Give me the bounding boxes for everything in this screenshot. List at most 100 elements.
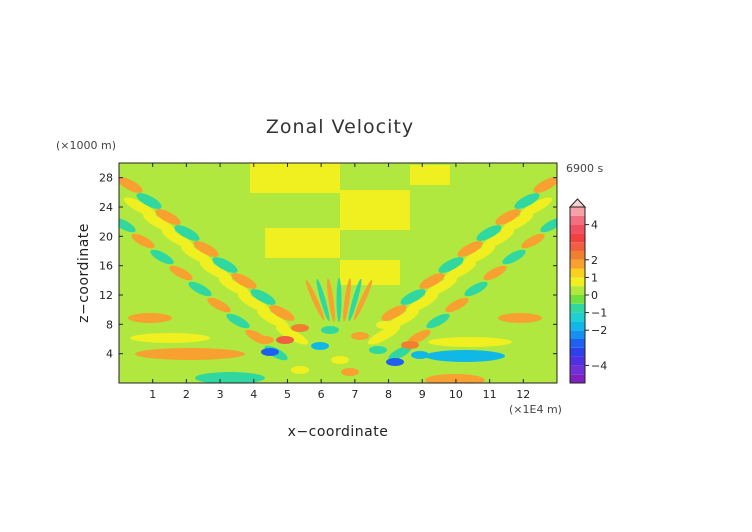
- field-cell: [401, 341, 419, 349]
- field-cell: [218, 277, 252, 297]
- colorbar-swatch: [570, 356, 585, 366]
- field-cell: [348, 278, 362, 322]
- field-cell: [533, 177, 557, 193]
- y-scale-label: (×1000 m): [56, 139, 116, 152]
- field-cell: [443, 261, 477, 281]
- field-cell: [457, 241, 483, 257]
- field-cell: [425, 374, 485, 383]
- field-cell: [462, 245, 496, 265]
- field-cell: [188, 281, 212, 297]
- field-cell: [388, 345, 412, 361]
- colorbar-swatch: [570, 339, 585, 348]
- field-cell: [411, 351, 429, 359]
- field-band: [250, 163, 340, 193]
- field-cell: [169, 265, 193, 281]
- field-cell: [519, 197, 553, 217]
- field-cell: [353, 279, 373, 321]
- field-cell: [275, 325, 309, 345]
- x-tick-label: 9: [419, 388, 426, 401]
- field-cell: [419, 273, 445, 289]
- colorbar-swatch: [570, 207, 585, 216]
- field-cell: [305, 279, 325, 321]
- time-label: 6900 s: [566, 162, 603, 175]
- colorbar-swatch: [570, 365, 585, 375]
- field-cell: [256, 336, 274, 344]
- x-scale-label: (×1E4 m): [509, 403, 562, 416]
- x-tick-label: 8: [385, 388, 392, 401]
- field-cell: [142, 213, 176, 233]
- chart-title: Zonal Velocity: [266, 116, 414, 138]
- field-cell: [331, 356, 349, 364]
- field-cell: [123, 197, 157, 217]
- x-tick-label: 4: [250, 388, 257, 401]
- field-cell: [425, 350, 505, 362]
- field-cell: [405, 293, 439, 313]
- field-cell: [424, 277, 458, 297]
- colorbar-swatch: [570, 312, 585, 322]
- colorbar-swatch: [570, 224, 585, 234]
- x-axis-label: x−coordinate: [288, 424, 389, 440]
- colorbar-swatch: [570, 215, 585, 225]
- field-cell: [237, 293, 271, 313]
- field-cell: [311, 342, 329, 350]
- field-cell: [250, 289, 276, 305]
- x-tick-label: 6: [318, 388, 325, 401]
- field-cell: [135, 348, 245, 360]
- plot-frame: [118, 162, 558, 384]
- field-cell: [481, 229, 515, 249]
- y-tick-label: 24: [99, 201, 113, 214]
- x-tick-label: 10: [449, 388, 463, 401]
- colorbar-swatch: [570, 286, 585, 295]
- colorbar-swatch: [570, 251, 585, 260]
- field-cell: [341, 368, 359, 376]
- y-tick-label: 16: [99, 260, 113, 273]
- field-cell: [438, 257, 464, 273]
- field-cell: [161, 229, 195, 249]
- field-cell: [276, 336, 294, 344]
- field-cell: [327, 278, 335, 322]
- field-cell: [476, 225, 502, 241]
- field-cell: [500, 213, 534, 233]
- field-cell: [514, 193, 540, 209]
- field-cell: [155, 209, 181, 225]
- field-cell: [540, 217, 557, 233]
- field-cell: [269, 305, 295, 321]
- colorbar-swatch: [570, 268, 585, 278]
- field-cell: [316, 278, 330, 322]
- field-cell: [376, 321, 394, 329]
- y-axis-label: z−coordinate: [76, 223, 92, 323]
- field-cell: [226, 313, 250, 329]
- field-cell: [367, 325, 401, 345]
- colorbar-tick-label: 2: [591, 254, 598, 267]
- field-cell: [130, 333, 210, 343]
- field-cell: [336, 278, 342, 322]
- y-tick-label: 8: [106, 318, 113, 331]
- field-cell: [128, 313, 172, 323]
- colorbar-swatch: [570, 295, 585, 304]
- field-cell: [321, 326, 339, 334]
- field-cell: [150, 249, 174, 265]
- field-cell: [207, 297, 231, 313]
- colorbar: 4 2 1 0 −1 −2 −4: [568, 198, 607, 384]
- field-band: [410, 165, 450, 185]
- colorbar-swatch: [570, 277, 585, 287]
- field-cell: [495, 209, 521, 225]
- field-cell: [502, 249, 526, 265]
- colorbar-tick-label: −2: [591, 324, 607, 337]
- field-cell: [426, 313, 450, 329]
- field-cell: [136, 193, 162, 209]
- field-cell: [256, 309, 290, 329]
- field-cell: [199, 261, 233, 281]
- field-cell: [445, 297, 469, 313]
- field-cell: [400, 289, 426, 305]
- x-tick-label: 12: [516, 388, 530, 401]
- field-cell: [498, 313, 542, 323]
- field-cell: [343, 278, 351, 322]
- field-cell: [180, 245, 214, 265]
- field-cell: [119, 217, 136, 233]
- field-cell: [212, 257, 238, 273]
- colorbar-tick-label: 1: [591, 271, 598, 284]
- y-tick-label: 12: [99, 289, 113, 302]
- field-cell: [131, 233, 155, 249]
- colorbar-tick-label: 0: [591, 289, 598, 302]
